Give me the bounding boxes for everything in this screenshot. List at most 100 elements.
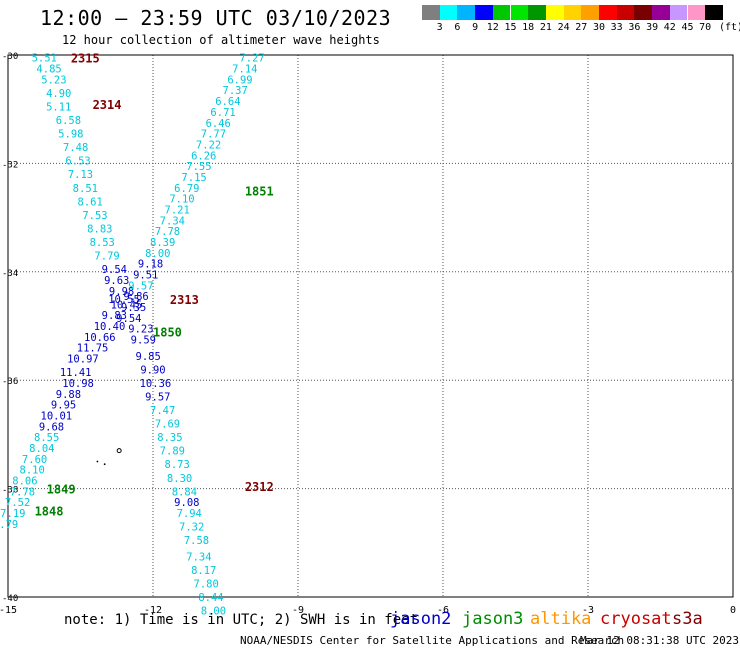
satellite-cryosat: cryosat [600, 609, 672, 629]
swh-value: 7.48 [63, 142, 88, 154]
swh-value: 7.27 [239, 53, 264, 65]
footer-timestamp: Mar 12 08:31:38 UTC 2023 [580, 634, 739, 647]
pass-time-label: 2312 [245, 480, 274, 494]
swh-value: 5.51 [32, 53, 57, 65]
legend-swatch [705, 5, 723, 20]
pass-time-label: 1850 [153, 325, 182, 339]
legend-swatch [528, 5, 546, 20]
swh-value: 7.77 [201, 129, 226, 141]
legend-swatch [563, 5, 582, 20]
swh-value: 9.83 [102, 310, 127, 322]
legend-swatch [457, 5, 476, 20]
swh-value: 7.69 [155, 419, 180, 431]
footer-note: note: 1) Time is in UTC; 2) SWH is in fe… [64, 612, 419, 628]
legend-label: 12 [486, 22, 499, 33]
swh-value: 10.36 [140, 378, 172, 390]
legend-label: 70 [699, 22, 712, 33]
swh-value: 7.79 [94, 251, 119, 263]
swh-value: 7.14 [232, 64, 257, 76]
chart-subtitle: 12 hour collection of altimeter wave hei… [62, 33, 380, 47]
legend-swatch [545, 5, 564, 20]
legend-label: 30 [592, 22, 606, 33]
swh-value: 9.23 [128, 324, 153, 336]
swh-value: 8.10 [20, 465, 45, 477]
swh-value: 8.35 [157, 432, 182, 444]
swh-value: 7.22 [196, 139, 221, 151]
island-icon [116, 448, 122, 454]
swh-value: 7.94 [177, 508, 202, 520]
swh-value: 6.99 [227, 74, 252, 86]
swh-value: 8.30 [167, 473, 192, 485]
swh-value: 9.57 [128, 280, 153, 292]
swh-value: 10.40 [94, 321, 126, 333]
y-tick-label: -34 [2, 269, 18, 279]
swh-value: 10.55 [108, 294, 140, 306]
swh-value: 8.44 [198, 592, 223, 604]
legend-label: 33 [610, 22, 623, 33]
swh-value: 9.98 [109, 286, 134, 298]
swh-value: 8.00 [201, 606, 226, 618]
pass-time-label: 1848 [35, 504, 64, 518]
swh-value: 5.23 [41, 74, 66, 86]
pass-time-label: 1849 [47, 483, 76, 497]
legend-swatch [439, 5, 458, 20]
y-tick-label: -38 [2, 486, 18, 496]
legend-swatch [492, 5, 511, 20]
legend-label: 24 [557, 22, 570, 33]
satellite-jason2: jason2 [390, 609, 452, 629]
legend-label: 9 [472, 22, 479, 33]
swh-value: 9.95 [51, 400, 76, 412]
swh-value: 9.08 [174, 497, 199, 509]
legend-label: 18 [522, 22, 535, 33]
swh-value: 8.73 [165, 459, 190, 471]
swh-value: 7.60 [22, 454, 47, 466]
swh-value: 8.00 [145, 248, 170, 260]
swh-value: 9.54 [116, 313, 141, 325]
x-tick-label: -15 [0, 605, 17, 616]
swh-value: 9.90 [140, 364, 165, 376]
swh-value: 6.26 [191, 150, 216, 162]
swh-value: 6.53 [65, 156, 90, 168]
swh-value: 9.35 [121, 302, 146, 314]
swh-value: 6.58 [56, 115, 81, 127]
swh-value: 11.75 [77, 343, 109, 355]
legend-label: 36 [628, 22, 641, 33]
legend-label: 15 [504, 22, 517, 33]
footer-credit: NOAA/NESDIS Center for Satellite Applica… [240, 634, 625, 647]
y-tick-label: -32 [2, 160, 18, 170]
y-tick-label: -36 [2, 377, 18, 387]
x-tick-label: -3 [582, 605, 594, 616]
legend-swatch [634, 5, 653, 20]
swh-value: 7.34 [160, 215, 185, 227]
swh-value: 7.58 [184, 535, 209, 547]
swh-value: 7.55 [186, 161, 211, 173]
swh-value: 7.32 [179, 522, 204, 534]
legend-label: 21 [539, 22, 552, 33]
swh-value: 8.55 [34, 432, 59, 444]
swh-value: 4.85 [36, 64, 61, 76]
island-icon [103, 463, 106, 466]
swh-value: 10.45 [111, 299, 143, 311]
swh-value: 11.41 [60, 367, 92, 379]
pass-time-label: 2313 [170, 293, 199, 307]
swh-value: 9.51 [133, 270, 158, 282]
swh-value: 7.34 [186, 551, 211, 563]
swh-value: 5.11 [46, 101, 71, 113]
swh-value: 9.54 [102, 264, 127, 276]
legend-swatch [687, 5, 706, 20]
swh-value: 8.61 [78, 196, 103, 208]
legend-swatch [599, 5, 617, 20]
swh-value: 7.78 [155, 226, 180, 238]
legend-unit: (ft) [719, 22, 740, 33]
legend-label: 3 [436, 22, 443, 33]
x-tick-label: -6 [437, 605, 449, 616]
chart-title: 12:00 – 23:59 UTC 03/10/2023 [40, 6, 392, 30]
swh-value: 8.04 [29, 443, 54, 455]
swh-value: 9.59 [131, 335, 156, 347]
swh-value: 4.90 [46, 88, 71, 100]
swh-value: 9.68 [39, 421, 64, 433]
swh-value: 7.10 [169, 194, 194, 206]
swh-value: 7.21 [165, 204, 190, 216]
swh-value: 8.83 [87, 223, 112, 235]
swh-value: 7.78 [10, 486, 35, 498]
